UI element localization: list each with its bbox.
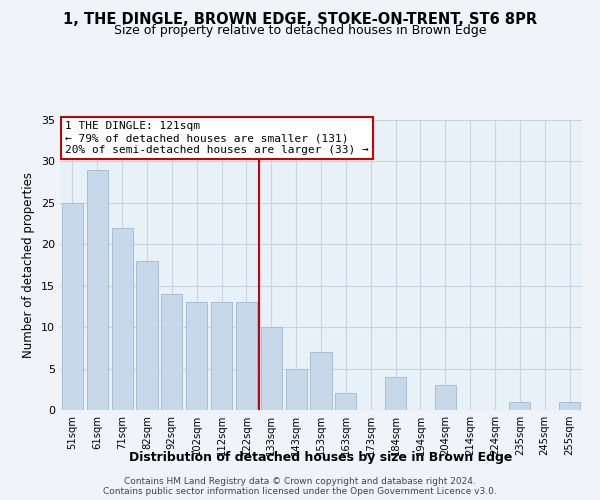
Text: 1 THE DINGLE: 121sqm
← 79% of detached houses are smaller (131)
20% of semi-deta: 1 THE DINGLE: 121sqm ← 79% of detached h…: [65, 122, 369, 154]
Text: Contains public sector information licensed under the Open Government Licence v3: Contains public sector information licen…: [103, 486, 497, 496]
Bar: [112, 228, 133, 410]
Bar: [186, 302, 207, 410]
Bar: [211, 302, 232, 410]
Bar: [310, 352, 332, 410]
Bar: [435, 385, 456, 410]
Bar: [385, 377, 406, 410]
Text: Contains HM Land Registry data © Crown copyright and database right 2024.: Contains HM Land Registry data © Crown c…: [124, 476, 476, 486]
Bar: [62, 203, 83, 410]
Bar: [261, 327, 282, 410]
Bar: [161, 294, 182, 410]
Bar: [87, 170, 108, 410]
Bar: [509, 402, 530, 410]
Text: Size of property relative to detached houses in Brown Edge: Size of property relative to detached ho…: [114, 24, 486, 37]
Bar: [286, 368, 307, 410]
Text: Distribution of detached houses by size in Brown Edge: Distribution of detached houses by size …: [130, 451, 512, 464]
Y-axis label: Number of detached properties: Number of detached properties: [22, 172, 35, 358]
Bar: [335, 394, 356, 410]
Bar: [236, 302, 257, 410]
Bar: [136, 261, 158, 410]
Bar: [559, 402, 580, 410]
Text: 1, THE DINGLE, BROWN EDGE, STOKE-ON-TRENT, ST6 8PR: 1, THE DINGLE, BROWN EDGE, STOKE-ON-TREN…: [63, 12, 537, 28]
